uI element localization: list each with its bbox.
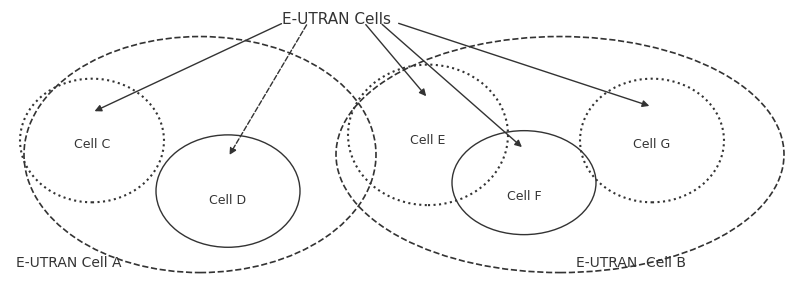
Text: Cell D: Cell D — [210, 194, 246, 207]
Text: Cell F: Cell F — [506, 190, 542, 203]
Text: Cell G: Cell G — [634, 138, 670, 151]
Text: Cell C: Cell C — [74, 138, 110, 151]
Text: E-UTRAN  Cell B: E-UTRAN Cell B — [576, 256, 686, 270]
Text: Cell E: Cell E — [410, 134, 446, 147]
Text: E-UTRAN Cell A: E-UTRAN Cell A — [16, 256, 122, 270]
Text: E-UTRAN Cells: E-UTRAN Cells — [282, 12, 390, 27]
